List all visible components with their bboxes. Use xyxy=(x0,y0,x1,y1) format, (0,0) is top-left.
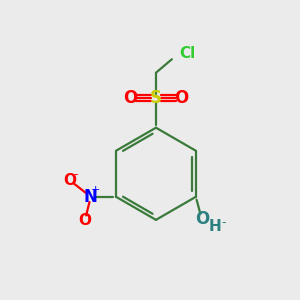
Text: O: O xyxy=(78,213,91,228)
Text: Cl: Cl xyxy=(180,46,196,62)
Text: S: S xyxy=(150,89,162,107)
Text: O: O xyxy=(195,210,209,228)
Text: O: O xyxy=(174,89,188,107)
Text: O: O xyxy=(124,89,138,107)
Text: O: O xyxy=(64,173,76,188)
Text: -: - xyxy=(73,168,78,181)
Text: H: H xyxy=(209,219,221,234)
Text: +: + xyxy=(91,185,100,195)
Text: N: N xyxy=(84,188,98,206)
Text: -: - xyxy=(221,217,226,230)
